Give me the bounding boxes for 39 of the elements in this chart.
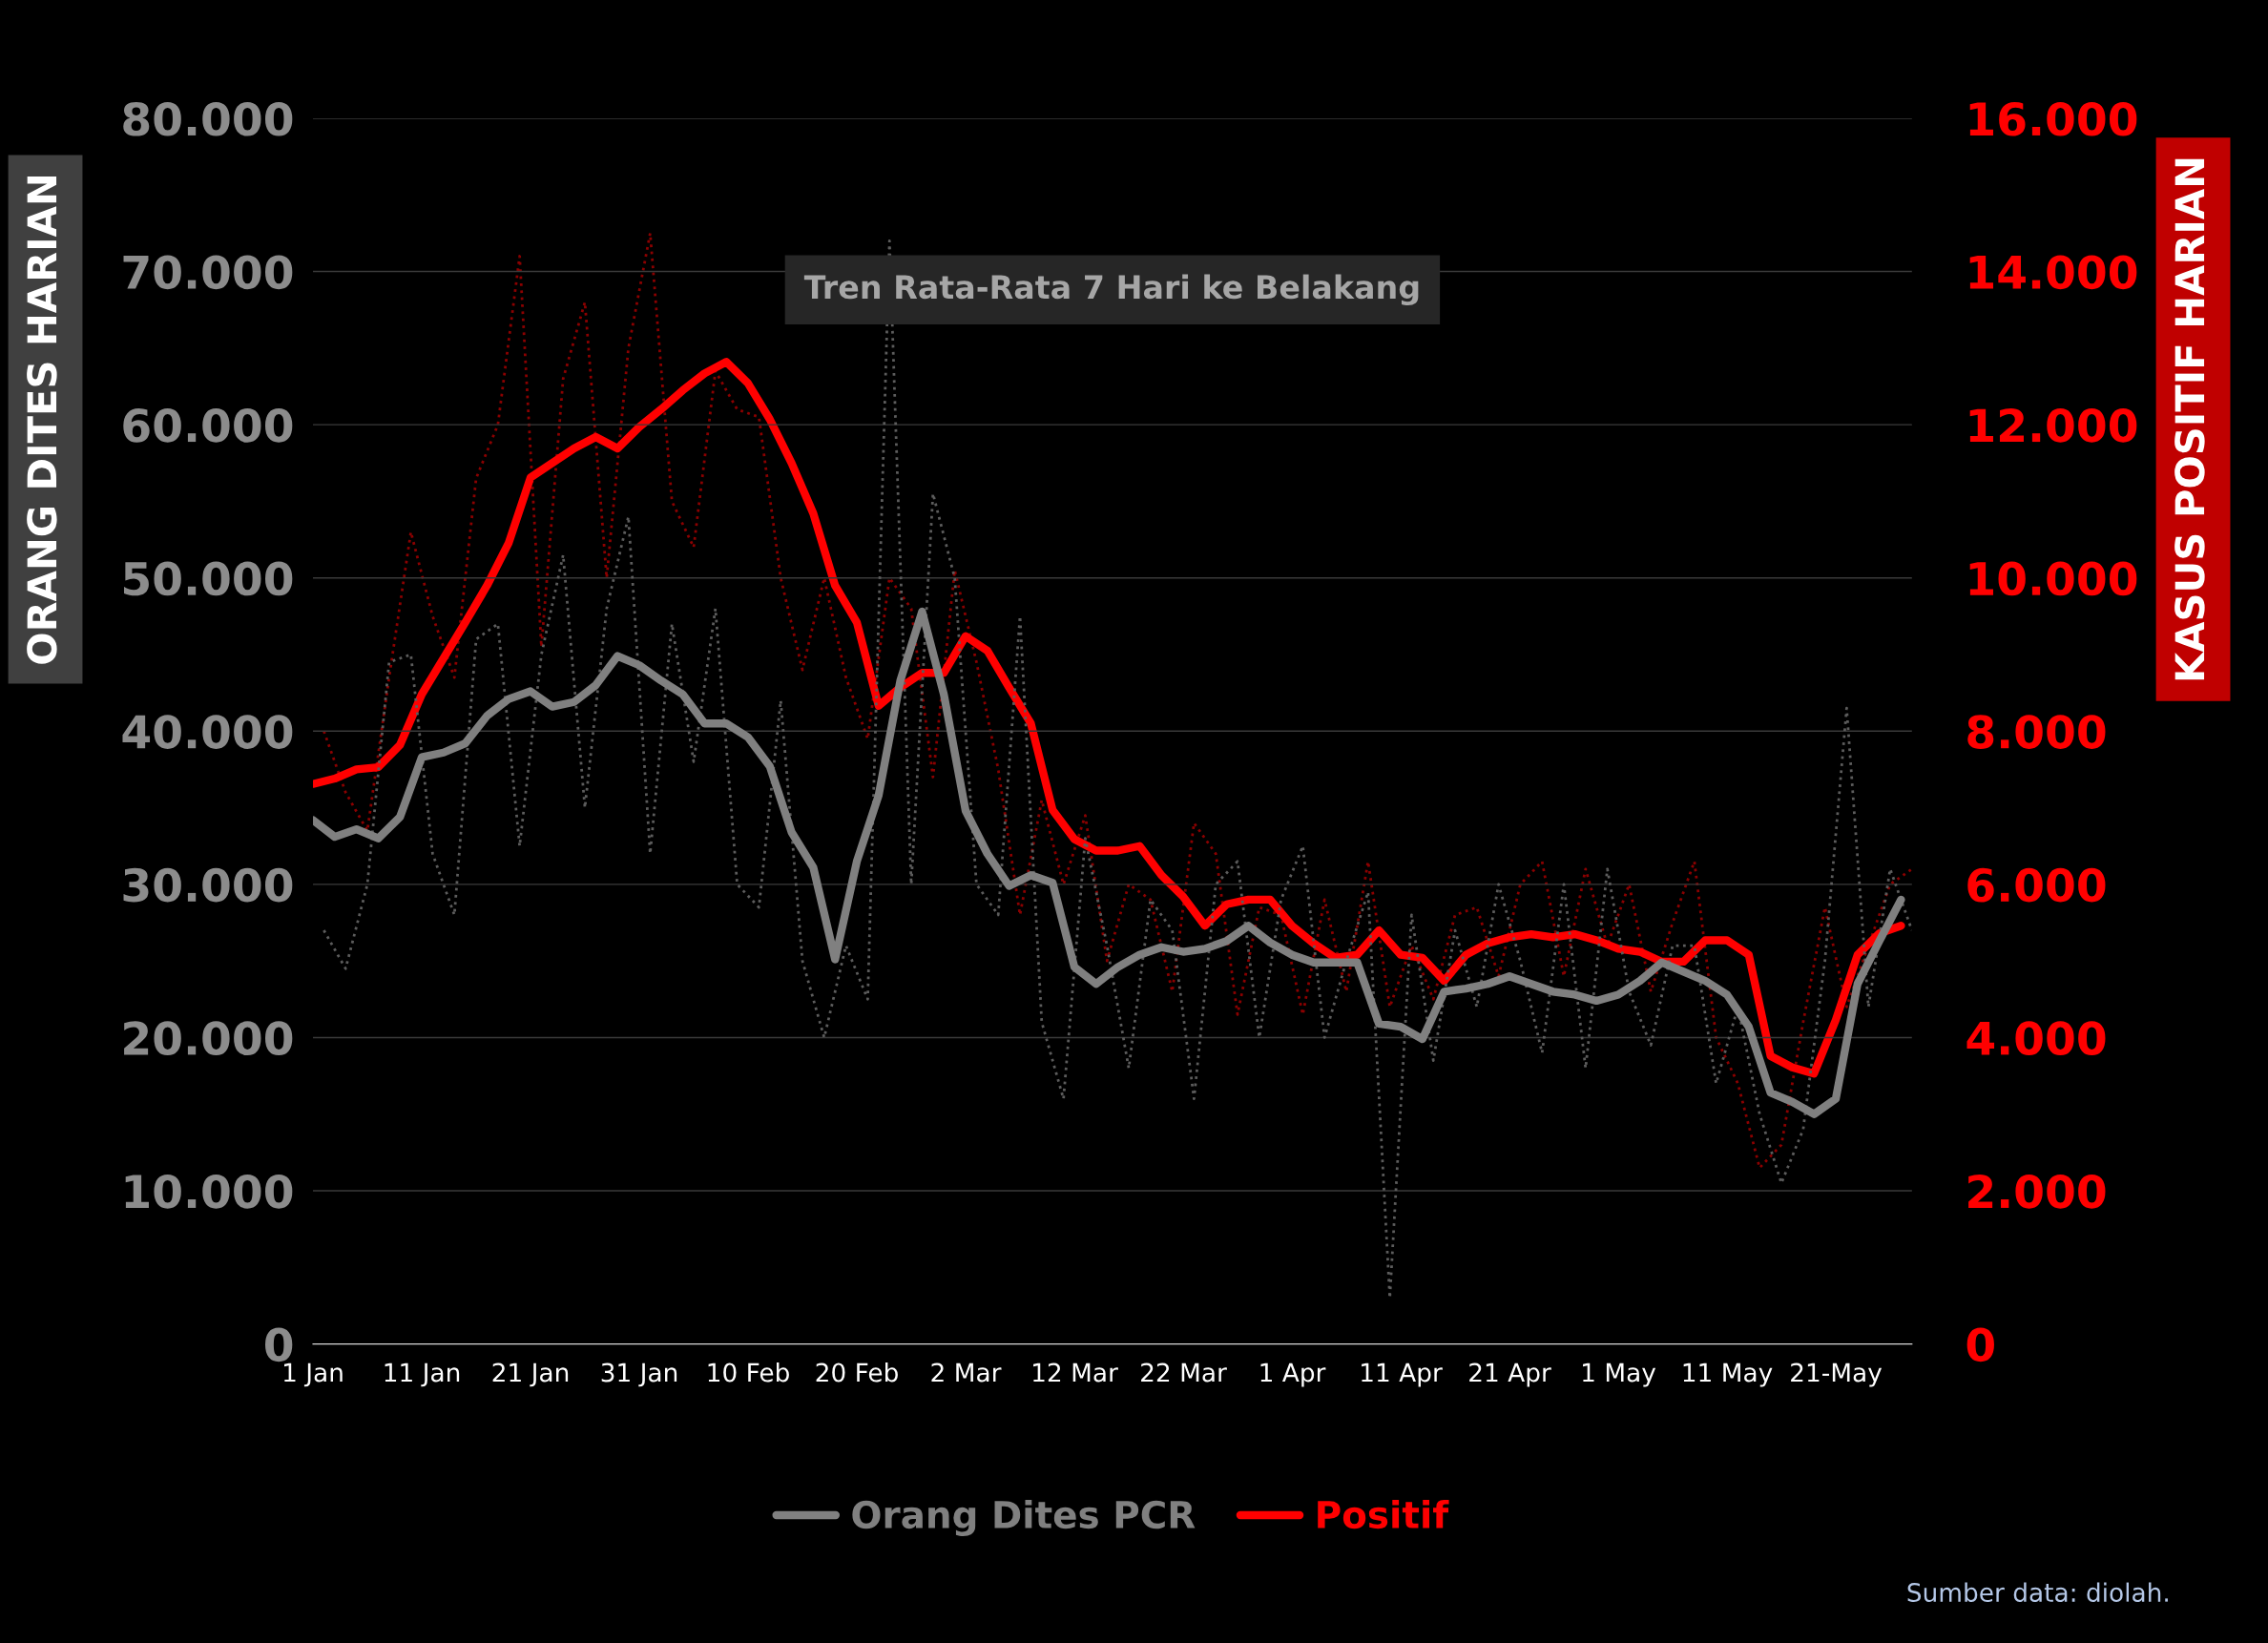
y-tick-label: 60.000 <box>123 408 293 443</box>
x-tick-label: 2 Mar <box>931 1362 1002 1383</box>
y2-axis-title: KASUS POSITIF HARIAN <box>2174 158 2205 680</box>
y2-tick-label: 16.000 <box>1969 101 2137 136</box>
y2-tick-label: 6.000 <box>1967 867 2106 903</box>
x-tick-label: 11 Jan <box>385 1362 460 1387</box>
text: Tren Rata-Rata 7 Hari ke Belakang <box>803 274 1419 306</box>
y2-tick-label: 2.000 <box>1968 1174 2106 1209</box>
legend-label: Positif <box>1318 1500 1449 1529</box>
y2-tick-label: 12.000 <box>1969 408 2137 443</box>
y-tick-label: 0 <box>264 1327 293 1362</box>
x-tick-label: 10 Feb <box>708 1362 789 1383</box>
y-tick-label: 30.000 <box>123 867 293 903</box>
y2-tick-label: 8.000 <box>1967 715 2106 749</box>
x-tick-label: 31 Jan <box>601 1362 677 1387</box>
y-tick-label: 70.000 <box>123 255 293 290</box>
y2-tick-label: 14.000 <box>1969 255 2137 290</box>
x-tick-label: 1 Apr <box>1260 1362 1326 1387</box>
x-tick-label: 12 Mar <box>1033 1362 1118 1383</box>
x-tick-label: 20 Feb <box>816 1362 898 1383</box>
x-tick-label: 22 Mar <box>1141 1362 1227 1383</box>
x-tick-label: 21 Jan <box>492 1362 569 1387</box>
x-tick-label: 11 Apr <box>1362 1362 1443 1387</box>
legend-label: Orang Dites PCR <box>852 1500 1196 1536</box>
y-tick-label: 50.000 <box>124 561 293 596</box>
y-tick-label: 40.000 <box>122 715 293 749</box>
y2-tick-label: 10.000 <box>1969 561 2137 596</box>
y-tick-label: 80.000 <box>123 101 293 136</box>
text: Sumber data: diolah. <box>1907 1582 2168 1602</box>
x-tick-label: 21-May <box>1791 1362 1883 1387</box>
x-tick-label: 1 Jan <box>284 1362 343 1387</box>
x-tick-label: 21 Apr <box>1469 1362 1551 1387</box>
y-tick-label: 20.000 <box>124 1021 293 1056</box>
y2-tick-label: 4.000 <box>1966 1021 2106 1056</box>
y-tick-label: 10.000 <box>125 1174 293 1209</box>
y2-tick-label: 0 <box>1966 1327 1994 1362</box>
x-tick-label: 11 May <box>1683 1362 1773 1387</box>
x-tick-label: 1 May <box>1583 1362 1656 1387</box>
y-axis-title: ORANG DITES HARIAN <box>27 177 57 664</box>
